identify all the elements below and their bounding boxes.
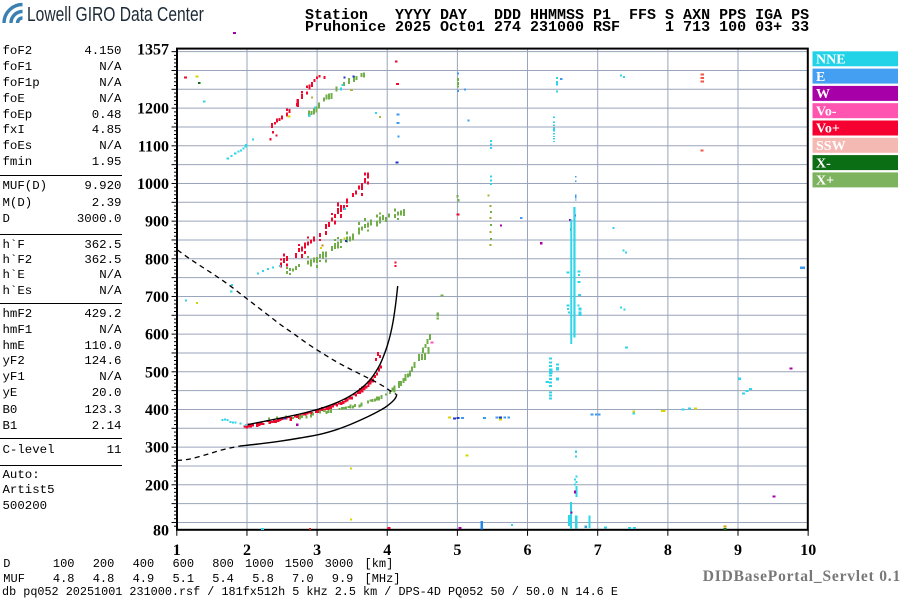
svg-text:10: 10	[800, 542, 816, 559]
svg-text:600: 600	[145, 327, 169, 344]
svg-text:SSW: SSW	[816, 139, 846, 154]
svg-text:3: 3	[313, 542, 321, 559]
svg-text:W: W	[816, 87, 830, 102]
svg-text:1: 1	[173, 542, 181, 559]
svg-text:400: 400	[145, 402, 169, 419]
svg-text:800: 800	[145, 251, 169, 268]
svg-text:200: 200	[145, 477, 169, 494]
svg-text:1357: 1357	[137, 42, 169, 59]
svg-text:1200: 1200	[137, 101, 169, 118]
svg-text:E: E	[816, 70, 825, 85]
svg-text:NNE: NNE	[816, 53, 846, 68]
svg-text:6: 6	[524, 542, 532, 559]
svg-text:300: 300	[145, 440, 169, 457]
svg-text:1100: 1100	[138, 138, 169, 155]
svg-text:900: 900	[145, 214, 169, 231]
svg-text:80: 80	[153, 523, 169, 540]
svg-text:4: 4	[383, 542, 391, 559]
svg-text:8: 8	[664, 542, 672, 559]
svg-text:Vo+: Vo+	[816, 122, 840, 137]
svg-text:700: 700	[145, 289, 169, 306]
svg-text:7: 7	[594, 542, 602, 559]
svg-text:Vo-: Vo-	[816, 104, 837, 119]
svg-text:500: 500	[145, 364, 169, 381]
svg-text:1000: 1000	[137, 176, 169, 193]
svg-text:2: 2	[243, 542, 251, 559]
svg-text:9: 9	[734, 542, 742, 559]
svg-text:X+: X+	[816, 174, 834, 189]
svg-text:X-: X-	[816, 156, 831, 171]
svg-text:5: 5	[453, 542, 461, 559]
